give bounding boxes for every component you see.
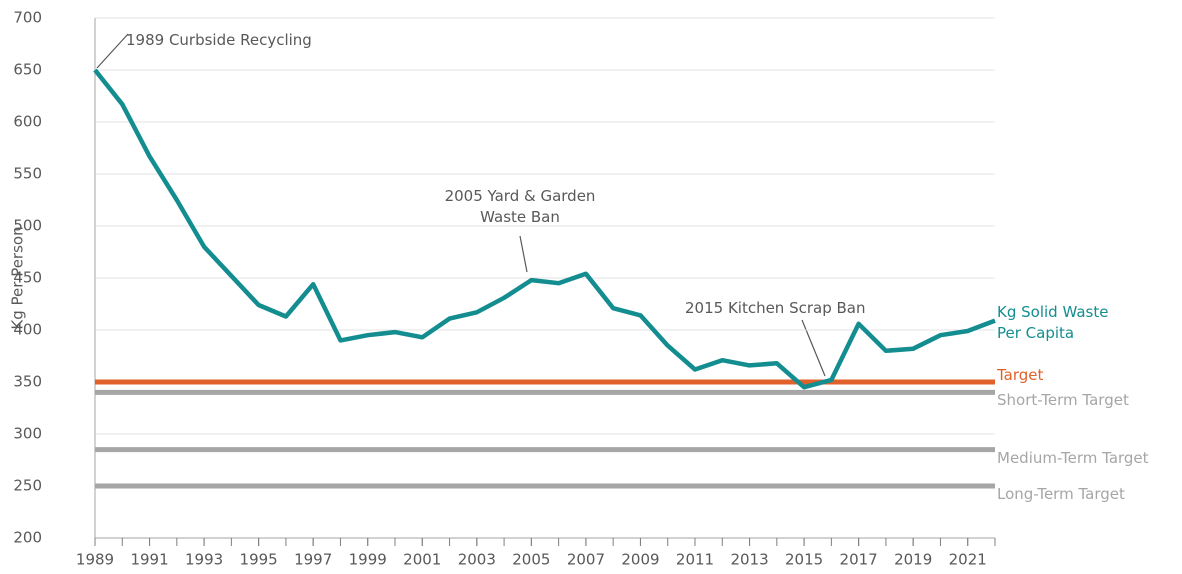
annotation-leader (519, 235, 528, 273)
x-tick-label: 2009 (621, 551, 659, 569)
x-tick-label: 1999 (349, 551, 387, 569)
x-tick-label: 2013 (730, 551, 768, 569)
reference-line-label: Short-Term Target (997, 391, 1129, 410)
x-tick-label: 2001 (403, 551, 441, 569)
y-tick-label: 500 (13, 217, 42, 235)
x-tick-label: 1991 (130, 551, 168, 569)
y-tick-label: 250 (13, 477, 42, 495)
series-line (93, 68, 996, 390)
y-tick-label: 300 (13, 425, 42, 443)
reference-line-label: Medium-Term Target (997, 448, 1149, 467)
annotation-leader (801, 319, 826, 377)
y-tick-label: 600 (13, 113, 42, 131)
y-tick-label: 350 (13, 373, 42, 391)
x-tick-label: 1993 (185, 551, 223, 569)
x-tick-label: 2021 (949, 551, 987, 569)
y-axis-label: Kg Per Person (9, 226, 27, 329)
x-tick-label: 2017 (840, 551, 878, 569)
x-tick-label: 2003 (458, 551, 496, 569)
x-tick-label: 2015 (785, 551, 823, 569)
y-tick-label: 650 (13, 61, 42, 79)
x-tick-label: 2005 (512, 551, 550, 569)
x-tick-label: 1989 (76, 551, 114, 569)
annotation: 1989 Curbside Recycling (126, 31, 312, 49)
y-tick-label: 450 (13, 269, 42, 287)
reference-line-label: Long-Term Target (997, 485, 1125, 503)
annotation-leader (96, 33, 129, 69)
reference-line-label: Target (997, 366, 1044, 384)
x-tick-label: 2011 (676, 551, 714, 569)
y-tick-label: 700 (13, 9, 42, 27)
y-tick-label: 200 (13, 529, 42, 547)
x-tick-label: 2019 (894, 551, 932, 569)
annotation: 2005 Yard & Garden Waste Ban (444, 187, 596, 226)
x-tick-label: 1995 (240, 551, 278, 569)
series-label: Kg Solid Waste Per Capita (997, 303, 1109, 342)
annotation: 2015 Kitchen Scrap Ban (685, 299, 866, 317)
y-tick-label: 400 (13, 321, 42, 339)
x-tick-label: 1997 (294, 551, 332, 569)
y-tick-label: 550 (13, 165, 42, 183)
x-tick-label: 2007 (567, 551, 605, 569)
